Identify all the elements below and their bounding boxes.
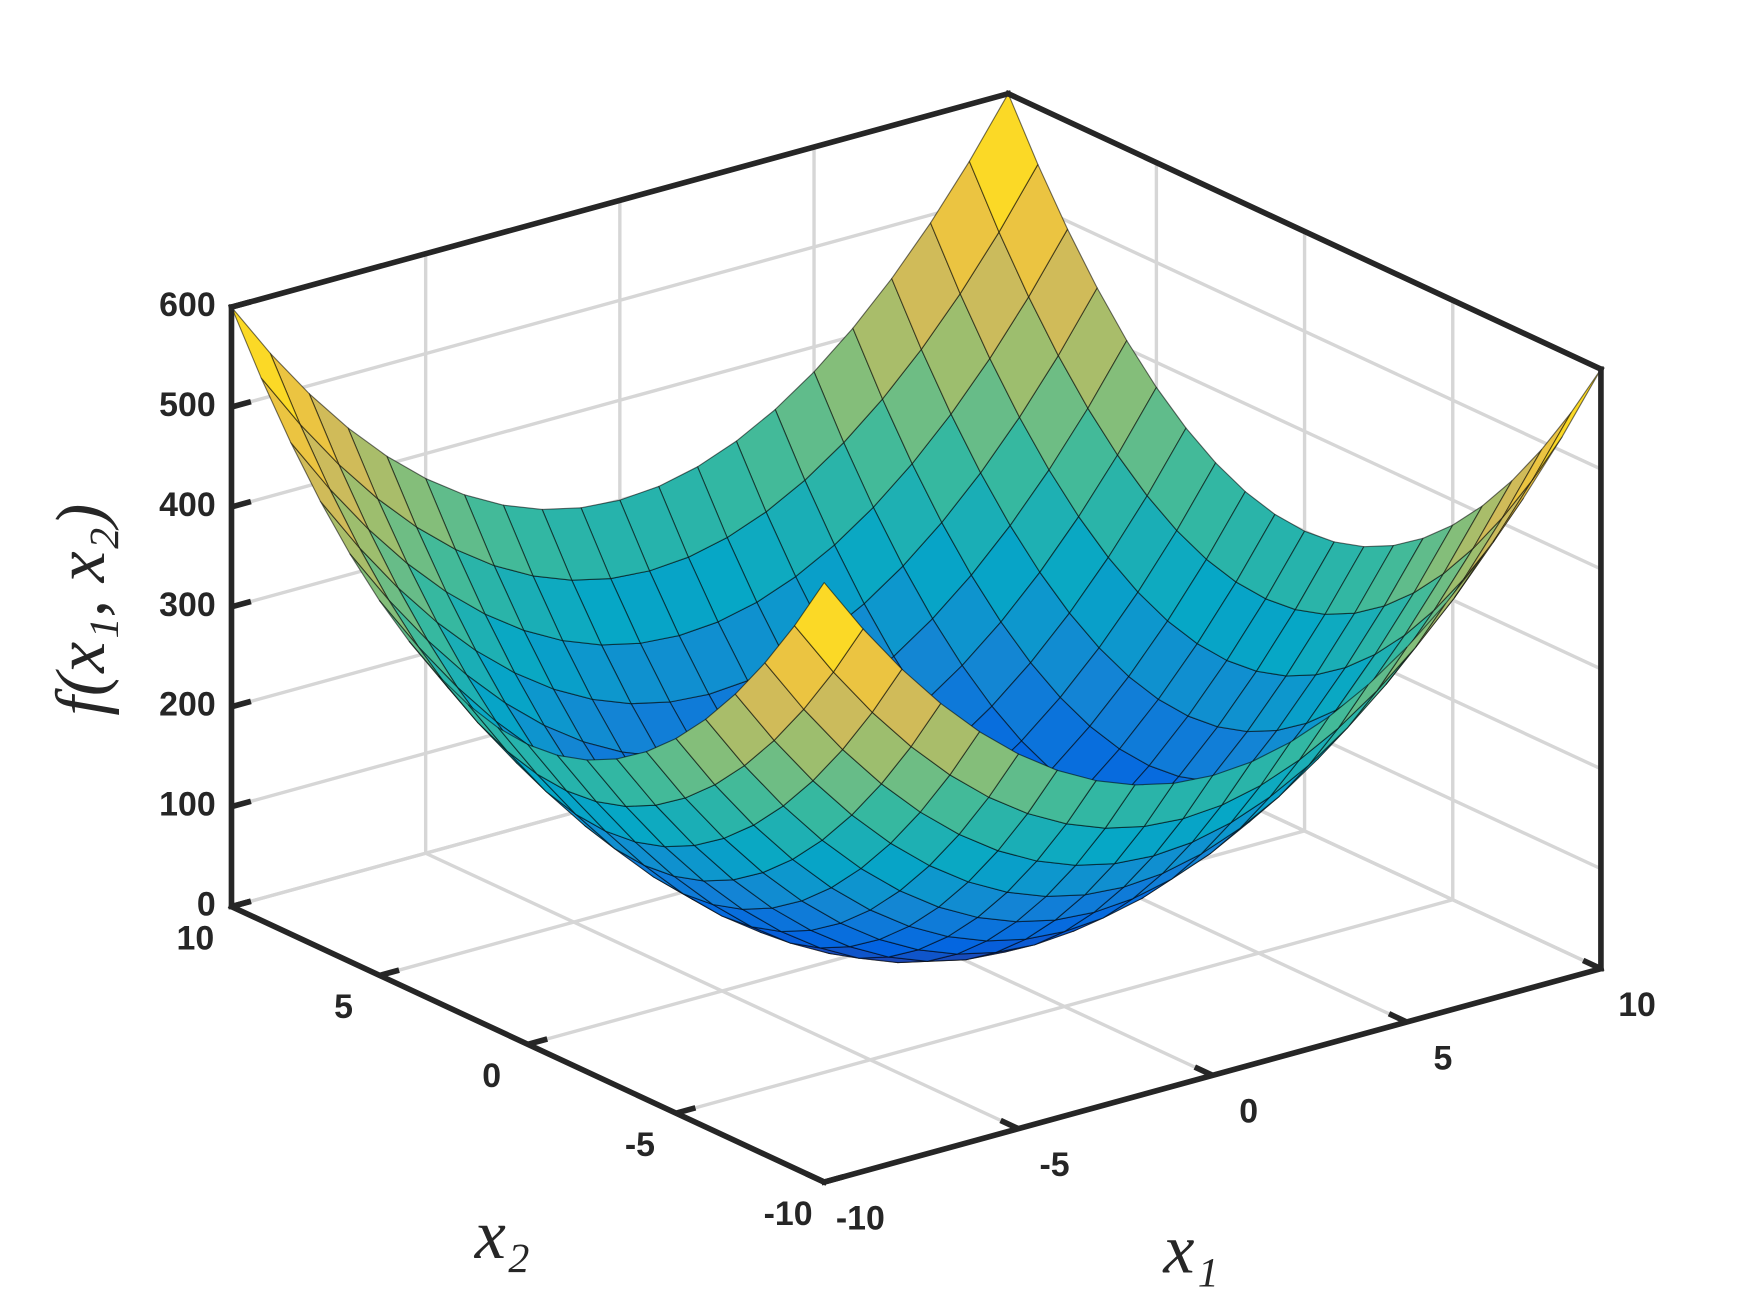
x2-tick-label: -10 — [764, 1195, 813, 1233]
x1-tick-label: 0 — [1239, 1093, 1258, 1131]
x1-tick-label: -10 — [836, 1199, 885, 1237]
x1-tick-label: 5 — [1433, 1039, 1452, 1077]
x1-tick-label: 10 — [1618, 986, 1656, 1024]
z-tick — [230, 598, 252, 610]
x2-tick — [527, 1036, 549, 1048]
x1-tick-label: -5 — [1039, 1146, 1069, 1184]
x2-tick — [675, 1105, 697, 1116]
x1-tick — [805, 1171, 826, 1185]
x2-tick — [378, 967, 400, 979]
z-tick — [230, 798, 252, 810]
z-tick-label: 100 — [159, 786, 216, 824]
labels: x₁ x₂ f(x₁, x₂) 0100200300400500600-10-5… — [43, 286, 1656, 1289]
z-tick-label: 200 — [159, 686, 216, 724]
surface-face — [793, 581, 864, 673]
x1-tick — [999, 1117, 1020, 1132]
x2-axis-label: x₂ — [474, 1197, 530, 1274]
x1-tick — [1387, 1011, 1408, 1025]
x2-tick — [230, 898, 252, 910]
axis-line — [1004, 89, 1605, 373]
x1-axis-label: x₁ — [1162, 1212, 1218, 1289]
x1-tick — [1581, 957, 1603, 972]
x2-tick-label: 10 — [177, 919, 215, 957]
x2-tick-label: 5 — [334, 988, 353, 1026]
x1-tick — [1193, 1064, 1214, 1078]
surface-face — [230, 306, 301, 425]
surface-face — [1531, 368, 1602, 481]
axis-line — [228, 90, 1012, 311]
x2-tick-label: 0 — [482, 1057, 501, 1095]
x2-tick-label: -5 — [625, 1126, 655, 1164]
z-tick-label: 0 — [197, 886, 216, 924]
axes-box — [227, 89, 1605, 1186]
z-tick — [230, 698, 252, 710]
grid-line — [675, 898, 1454, 1115]
z-tick-label: 600 — [159, 286, 216, 324]
z-tick — [230, 299, 252, 310]
z-tick — [230, 398, 252, 410]
z-axis-label: f(x₁, x₂) — [43, 504, 120, 716]
surface — [230, 93, 1602, 964]
z-tick-label: 500 — [159, 386, 216, 424]
z-tick — [230, 498, 252, 510]
z-tick-label: 400 — [159, 486, 216, 524]
z-tick-label: 300 — [159, 586, 216, 624]
x2-tick — [823, 1173, 845, 1185]
